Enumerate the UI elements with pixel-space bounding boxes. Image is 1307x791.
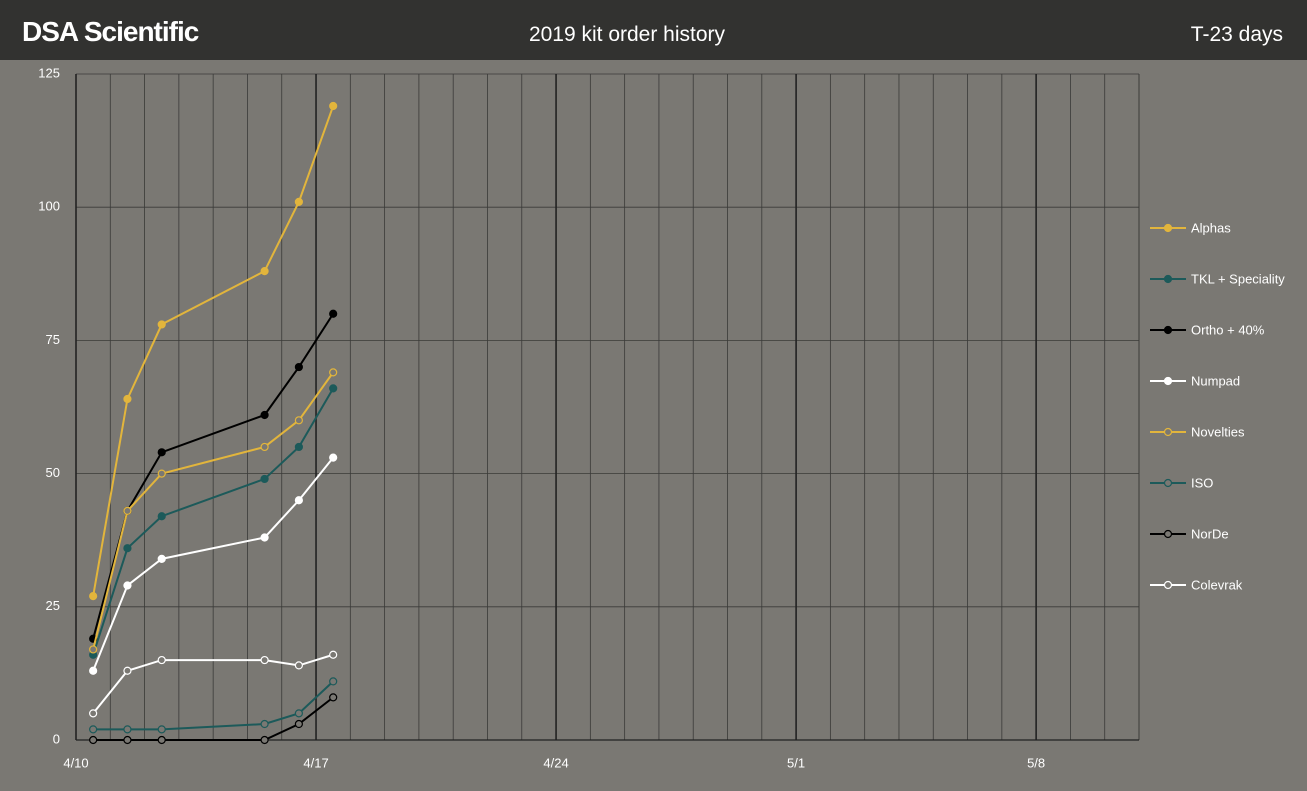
series	[89, 693, 338, 745]
brand: DSA Scientific	[22, 16, 199, 47]
data-point	[260, 735, 269, 745]
data-point	[294, 197, 303, 206]
series-line	[92, 653, 334, 714]
data-point	[157, 320, 166, 329]
data-point	[260, 719, 269, 729]
data-point	[123, 581, 132, 590]
y-tick-label: 25	[46, 598, 60, 613]
legend-marker	[1163, 580, 1173, 590]
series-line	[92, 105, 335, 597]
y-tick-label: 50	[46, 465, 60, 480]
series	[89, 101, 338, 601]
legend-marker	[1163, 427, 1173, 437]
legend-label: NorDe	[1191, 526, 1229, 541]
legend-label: Numpad	[1191, 373, 1240, 388]
series	[89, 677, 338, 734]
series-line	[92, 371, 334, 650]
legend-marker	[1163, 376, 1173, 386]
series-line	[92, 456, 334, 672]
data-point	[157, 469, 166, 478]
x-tick-label: 4/17	[303, 755, 328, 770]
data-point	[89, 645, 98, 654]
data-point	[89, 666, 98, 675]
legend-marker	[1163, 529, 1173, 539]
series	[89, 453, 338, 675]
x-tick-label: 4/10	[63, 755, 88, 770]
data-point	[329, 693, 338, 702]
series-line	[93, 696, 334, 741]
status: T-23 days	[1190, 23, 1283, 46]
legend-label: Novelties	[1191, 424, 1245, 439]
data-point	[157, 655, 166, 665]
legend-marker	[1163, 223, 1173, 233]
y-tick-label: 75	[46, 332, 60, 347]
data-point	[260, 655, 269, 665]
data-point	[329, 650, 338, 659]
x-tick-label: 5/8	[1027, 755, 1045, 770]
series-line	[93, 680, 334, 731]
legend-marker	[1163, 274, 1173, 284]
data-point	[89, 735, 98, 745]
data-point	[329, 384, 338, 393]
data-point	[329, 453, 338, 462]
data-point	[123, 506, 132, 515]
legend-marker	[1163, 478, 1173, 488]
data-point	[123, 725, 132, 734]
data-point	[123, 394, 132, 404]
data-point	[260, 442, 269, 452]
series	[89, 384, 338, 659]
series	[89, 650, 338, 718]
data-point	[260, 267, 269, 276]
data-point	[123, 544, 132, 553]
data-point	[294, 719, 303, 729]
x-tick-label: 5/1	[787, 755, 805, 770]
data-point	[260, 474, 269, 484]
data-point	[294, 416, 303, 425]
legend-label: Ortho + 40%	[1191, 322, 1265, 337]
data-point	[123, 735, 132, 745]
data-point	[123, 666, 132, 675]
data-point	[294, 442, 303, 452]
legend-marker	[1163, 325, 1173, 335]
data-point	[157, 735, 166, 745]
data-point	[294, 709, 303, 718]
legend-label: TKL + Speciality	[1191, 271, 1285, 286]
legend-label: ISO	[1191, 475, 1213, 490]
data-point	[294, 362, 303, 372]
series-line	[92, 387, 335, 656]
y-tick-label: 0	[53, 731, 60, 746]
data-point	[260, 410, 269, 420]
data-point	[329, 309, 338, 318]
x-tick-label: 4/24	[543, 755, 568, 770]
data-point	[329, 677, 338, 686]
data-point	[294, 661, 303, 670]
legend-label: Alphas	[1191, 220, 1231, 235]
data-point	[157, 554, 166, 563]
data-point	[260, 533, 269, 542]
series	[89, 368, 338, 654]
data-point	[157, 448, 166, 457]
data-point	[157, 725, 166, 734]
data-point	[89, 592, 98, 601]
legend-label: Colevrak	[1191, 577, 1243, 592]
data-point	[89, 709, 98, 718]
y-tick-label: 125	[38, 65, 60, 80]
data-point	[294, 496, 303, 505]
data-point	[89, 725, 98, 734]
header-bar: DSA Scientific 2019 kit order history T-…	[0, 0, 1307, 60]
y-tick-label: 100	[38, 199, 60, 214]
chart-title: 2019 kit order history	[528, 23, 726, 46]
data-point	[157, 512, 166, 521]
data-point	[329, 101, 338, 111]
data-point	[329, 368, 338, 377]
